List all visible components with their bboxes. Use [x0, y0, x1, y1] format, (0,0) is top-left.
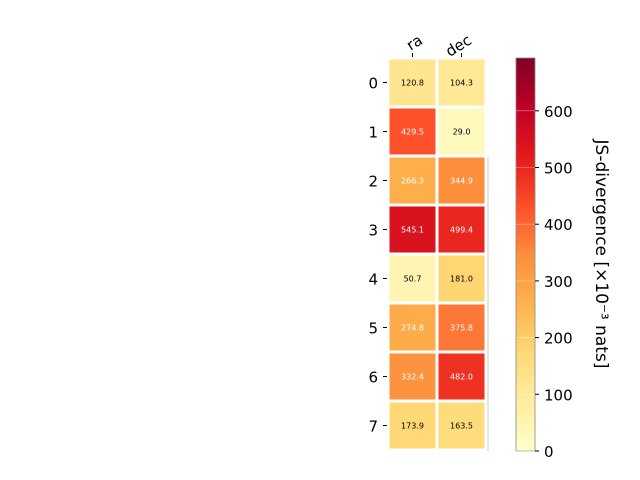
- heatmap-cell: [435, 399, 488, 452]
- cell-value-label: 429.5: [401, 128, 424, 137]
- cell-value-label: 163.5: [450, 422, 473, 431]
- heatmap-grid: 120.8 104.3 429.5 29.0 266.3 344.9 545.1 499.4 5…: [386, 56, 489, 452]
- heatmap-cell: [435, 105, 488, 158]
- cell-value-label: 375.8: [450, 324, 473, 333]
- colorbar-label: JS-divergence [×10⁻³ nats]: [591, 139, 611, 369]
- y-tick-label: 3: [368, 222, 378, 240]
- cell-value-label: 344.9: [450, 177, 473, 186]
- cell-value-label: 545.1: [401, 226, 424, 235]
- heatmap-cell: [435, 154, 488, 207]
- cell-value-label: 332.4: [401, 373, 424, 382]
- y-tick-label: 7: [368, 418, 378, 436]
- heatmap-cell: [435, 203, 488, 256]
- cell-value-label: 181.0: [450, 275, 473, 284]
- y-tick-label: 4: [368, 271, 378, 289]
- colorbar-tick-label: 300: [544, 273, 573, 291]
- colorbar-tick-label: 500: [544, 160, 573, 178]
- x-axis: ra dec: [403, 31, 475, 61]
- colorbar: 0 100 200 300 400 500 600: [515, 57, 573, 461]
- cell-value-label: 120.8: [401, 79, 424, 88]
- cell-value-label: 104.3: [450, 79, 473, 88]
- y-tick-label: 6: [368, 369, 378, 387]
- y-tick-label: 2: [368, 173, 378, 191]
- y-axis: 0 1 2 3 4 5 6 7: [368, 75, 387, 436]
- colorbar-tick-label: 100: [544, 386, 573, 404]
- colorbar-tick-label: 200: [544, 330, 573, 348]
- y-tick-label: 5: [368, 320, 378, 338]
- cell-value-label: 482.0: [450, 373, 473, 382]
- y-tick-label: 1: [368, 124, 378, 142]
- cell-value-label: 499.4: [450, 226, 473, 235]
- cell-value-label: 50.7: [404, 275, 422, 284]
- colorbar-gradient: [515, 57, 536, 452]
- x-tick-label: ra: [403, 31, 426, 54]
- cell-value-label: 266.3: [401, 177, 424, 186]
- colorbar-tick-label: 400: [544, 216, 573, 234]
- colorbar-tick-label: 0: [544, 443, 554, 461]
- x-tick-label: dec: [442, 31, 474, 61]
- y-tick-label: 0: [368, 75, 378, 93]
- heatmap-cell: [435, 252, 488, 305]
- cell-value-label: 173.9: [401, 422, 424, 431]
- cell-value-label: 29.0: [453, 128, 471, 137]
- colorbar-tick-label: 600: [544, 103, 573, 121]
- cell-value-label: 274.8: [401, 324, 424, 333]
